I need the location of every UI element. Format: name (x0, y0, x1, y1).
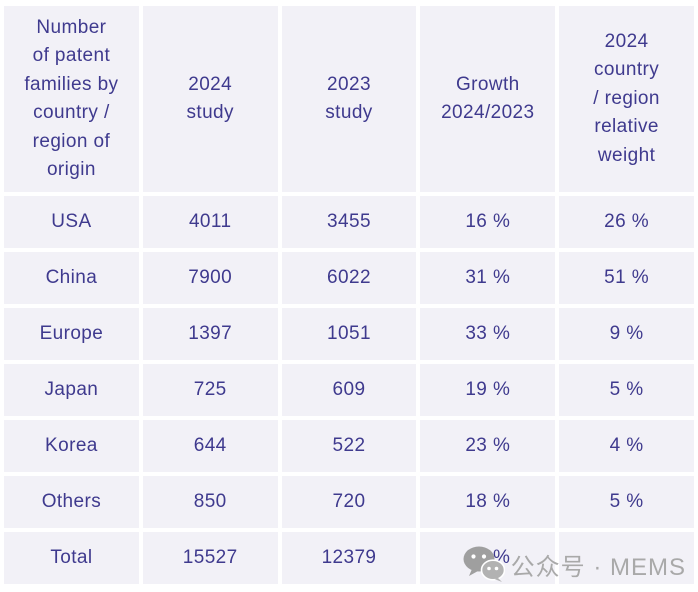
row-label: USA (4, 196, 139, 248)
cell-growth: 25 % (420, 532, 556, 584)
table-row-korea: Korea 644 522 23 % 4 % (4, 420, 694, 472)
table-row-total: Total 15527 12379 25 % (4, 532, 694, 584)
table-header: Number of patent families by country / r… (4, 6, 694, 192)
row-label: Japan (4, 364, 139, 416)
row-label: Europe (4, 308, 139, 360)
cell-growth: 18 % (420, 476, 556, 528)
cell-weight-highlighted: 51 % (559, 252, 694, 304)
cell-2023-study: 12379 (281, 532, 417, 584)
cell-growth-highlighted: 31 % (420, 252, 556, 304)
cell-2023-study: 1051 (281, 308, 417, 360)
table-row-japan: Japan 725 609 19 % 5 % (4, 364, 694, 416)
col-header-2024-study: 2024 study (142, 6, 278, 192)
cell-growth: 16 % (420, 196, 556, 248)
row-label: Korea (4, 420, 139, 472)
table-row-usa: USA 4011 3455 16 % 26 % (4, 196, 694, 248)
row-label: Total (4, 532, 139, 584)
col-header-weight: 2024 country / region relative weight (559, 6, 694, 192)
cell-weight: 26 % (559, 196, 694, 248)
cell-2023-study: 720 (281, 476, 417, 528)
table-row-others: Others 850 720 18 % 5 % (4, 476, 694, 528)
cell-weight: 5 % (559, 476, 694, 528)
row-label: Others (4, 476, 139, 528)
cell-2023-study: 522 (281, 420, 417, 472)
cell-weight: 4 % (559, 420, 694, 472)
cell-2024-study: 644 (142, 420, 278, 472)
cell-weight: 5 % (559, 364, 694, 416)
row-label: China (4, 252, 139, 304)
cell-2024-study: 15527 (142, 532, 278, 584)
table-body: USA 4011 3455 16 % 26 % China 7900 6022 … (4, 196, 694, 584)
header-row: Number of patent families by country / r… (4, 6, 694, 192)
cell-2023-study: 609 (281, 364, 417, 416)
cell-2024-study: 725 (142, 364, 278, 416)
cell-growth: 19 % (420, 364, 556, 416)
cell-2024-study: 850 (142, 476, 278, 528)
col-header-2023-study: 2023 study (281, 6, 417, 192)
cell-2024-study: 7900 (142, 252, 278, 304)
cell-2024-study: 1397 (142, 308, 278, 360)
cell-2023-study: 6022 (281, 252, 417, 304)
table-row-europe: Europe 1397 1051 33 % 9 % (4, 308, 694, 360)
cell-2024-study: 4011 (142, 196, 278, 248)
col-header-growth: Growth 2024/2023 (420, 6, 556, 192)
cell-weight: 9 % (559, 308, 694, 360)
cell-growth: 23 % (420, 420, 556, 472)
col-header-region: Number of patent families by country / r… (4, 6, 139, 192)
table-row-china: China 7900 6022 31 % 51 % (4, 252, 694, 304)
cell-growth-highlighted: 33 % (420, 308, 556, 360)
cell-2023-study: 3455 (281, 196, 417, 248)
cell-weight (559, 532, 694, 584)
